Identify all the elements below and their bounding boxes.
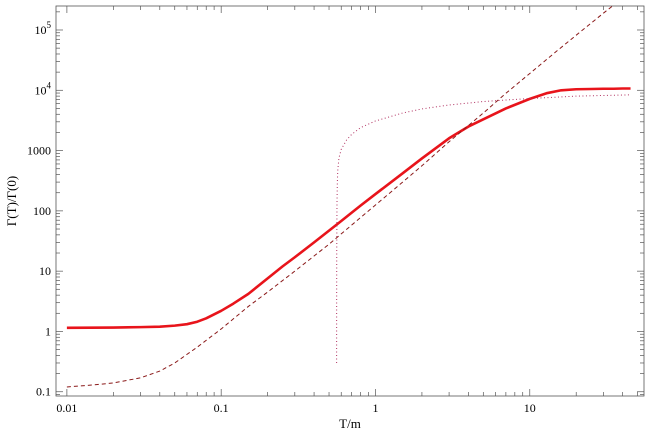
- y-tick-label: 1000: [27, 144, 51, 158]
- y-tick-label: 10: [39, 264, 51, 278]
- x-tick-label: 10: [524, 401, 536, 415]
- y-tick-label: 104: [35, 80, 52, 97]
- x-tick-label: 1: [372, 401, 378, 415]
- plot-frame: [55, 5, 645, 397]
- y-tick-label: 1: [45, 324, 51, 338]
- x-axis-ticks: 0.01 0.1 1 10: [56, 6, 638, 415]
- plot-area: [55, 5, 645, 397]
- series-line-solid: [66, 87, 631, 330]
- x-axis-label: T/m: [339, 416, 361, 431]
- series-layer: [66, 6, 631, 388]
- y-axis-ticks: 0.1 1 10 100 1000 104 105: [27, 11, 644, 399]
- y-tick-label: 100: [33, 204, 51, 218]
- x-tick-label: 0.01: [56, 401, 77, 415]
- y-tick-label: 105: [35, 20, 52, 37]
- y-axis-label: Γ(T)/Γ(0): [4, 176, 19, 226]
- x-tick-label: 0.1: [214, 401, 229, 415]
- y-tick-label: 0.1: [36, 385, 51, 399]
- series-line-dotted: [336, 94, 631, 363]
- series-line-dashed: [66, 6, 614, 388]
